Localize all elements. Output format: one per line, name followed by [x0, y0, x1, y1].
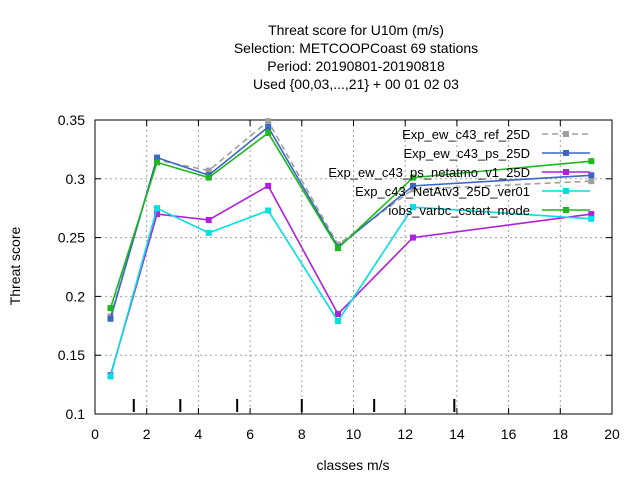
title-line: Used {00,03,...,21} + 00 01 02 03 [253, 76, 459, 92]
legend-marker [563, 207, 569, 213]
legend-label: Exp_ew_c43_ref_25D [402, 127, 530, 142]
x-tick-label: 12 [397, 426, 413, 442]
legend-label: Exp_c43_NetAtv3_25D_ver01 [355, 184, 530, 199]
y-axis-label: Threat score [7, 226, 23, 305]
data-point [409, 204, 416, 211]
data-point [205, 229, 212, 236]
y-tick-label: 0.2 [66, 288, 86, 304]
data-point [107, 315, 114, 322]
legend-marker [563, 169, 569, 175]
class-markers [132, 399, 456, 412]
data-point [107, 305, 114, 312]
x-tick-label: 20 [604, 426, 620, 442]
x-tick-label: 14 [449, 426, 465, 442]
data-point [154, 159, 161, 166]
x-tick-label: 6 [246, 426, 254, 442]
data-point [265, 207, 272, 214]
data-point [409, 174, 416, 181]
y-tick-label: 0.1 [66, 406, 86, 422]
y-tick-label: 0.15 [58, 347, 85, 363]
data-point [588, 215, 595, 222]
y-tick-label: 0.3 [66, 171, 86, 187]
x-tick-label: 8 [298, 426, 306, 442]
data-point [154, 154, 161, 161]
data-point [409, 182, 416, 189]
legend-marker [563, 131, 569, 137]
y-tick-label: 0.35 [58, 112, 85, 128]
data-point [265, 182, 272, 189]
legend: Exp_ew_c43_ref_25D Exp_ew_c43_ps_25D Exp_e… [328, 127, 590, 218]
legend-label: Exp_ew_c43_ps_25D [404, 146, 530, 161]
x-tick-label: 0 [91, 426, 99, 442]
data-point [334, 311, 341, 318]
data-point [205, 174, 212, 181]
legend-marker [563, 150, 569, 156]
title-line: Threat score for U10m (m/s) [268, 22, 444, 38]
data-point [588, 211, 595, 218]
series-3 [107, 204, 595, 380]
chart-title: Threat score for U10m (m/s) Selection: ME… [234, 22, 478, 92]
data-point [588, 172, 595, 179]
x-axis-label: classes m/s [316, 457, 389, 473]
x-tick-label: 16 [501, 426, 517, 442]
data-point [154, 211, 161, 218]
title-line: Selection: METCOOPCoast 69 stations [234, 40, 478, 56]
x-tick-label: 4 [195, 426, 203, 442]
data-point [205, 167, 212, 174]
data-point [334, 245, 341, 252]
axes: 0 2 4 6 8 10 12 14 16 18 20 0.1 0.15 0.2 0.25 0.3 0.35 [58, 112, 620, 442]
data-point [265, 118, 272, 125]
x-tick-label: 10 [346, 426, 362, 442]
y-tick-label: 0.25 [58, 230, 85, 246]
data-point [334, 318, 341, 325]
data-point [588, 158, 595, 165]
data-point [107, 373, 114, 380]
legend-marker [563, 188, 569, 194]
x-tick-label: 18 [553, 426, 569, 442]
data-point [409, 234, 416, 241]
legend-label: iobs_varbc_cstart_mode [388, 203, 530, 218]
data-point [154, 205, 161, 212]
legend-label: Exp_ew_c43_ps_netatmo_v1_25D [328, 165, 530, 180]
data-point [265, 124, 272, 131]
title-line: Period: 20190801-20190818 [267, 58, 445, 74]
series-line [109, 206, 592, 377]
data-point [409, 186, 416, 193]
series-4 [107, 129, 595, 312]
x-tick-label: 2 [143, 426, 151, 442]
data-point [205, 216, 212, 223]
data-point [588, 178, 595, 185]
series [107, 118, 595, 380]
data-point [265, 129, 272, 136]
